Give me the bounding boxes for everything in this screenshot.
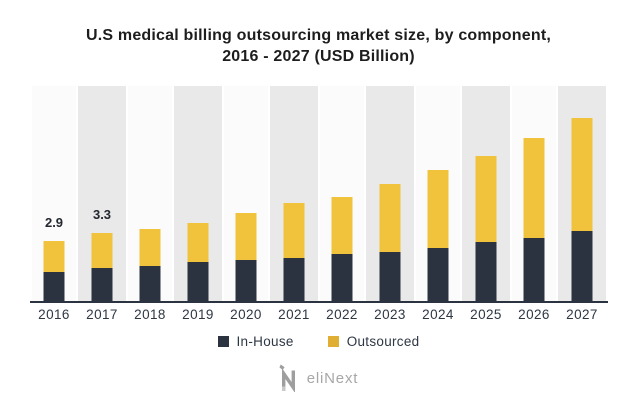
outsourced-segment-2021 [283, 203, 305, 258]
in-house-segment-2022 [331, 254, 353, 301]
x-axis-labels: 2016 2017 2018 2019 2020 2021 2022 2023 2024 2025… [30, 307, 606, 322]
legend-label-outsourced: Outsourced [346, 334, 420, 349]
chart-column-2026 [510, 86, 558, 301]
bar-2023 [379, 184, 401, 301]
outsourced-swatch-icon [327, 336, 339, 347]
chart-title-line2: 2016 - 2027 (USD Billion) [222, 48, 415, 65]
bar-value-label-2016: 2.9 [44, 215, 64, 230]
bar-2018 [139, 229, 161, 301]
outsourced-segment-2023 [379, 184, 401, 252]
x-axis-line [30, 301, 608, 303]
in-house-segment-2027 [571, 231, 593, 301]
outsourced-segment-2018 [139, 229, 161, 266]
in-house-segment-2024 [427, 248, 449, 301]
chart-column-2022 [318, 86, 366, 301]
x-axis-label-2027: 2027 [566, 307, 598, 322]
in-house-segment-2026 [523, 238, 545, 301]
chart-title-line1: U.S medical billing outsourcing market s… [85, 27, 551, 44]
plot-area: 2.9 3.3 [30, 86, 606, 301]
legend-item-in-house: In-House [217, 334, 294, 349]
chart-column-2018 [126, 86, 174, 301]
in-house-segment-2018 [139, 266, 161, 301]
in-house-segment-2020 [235, 260, 257, 301]
chart-column-2024 [414, 86, 462, 301]
outsourced-segment-2016 [43, 241, 65, 272]
x-axis-label-2016: 2016 [38, 307, 70, 322]
legend: In-House Outsourced [0, 334, 637, 349]
x-axis-label-2025: 2025 [470, 307, 502, 322]
in-house-segment-2017 [91, 268, 113, 301]
outsourced-segment-2026 [523, 138, 545, 238]
chart-title: U.S medical billing outsourcing market s… [0, 25, 637, 67]
bar-2022 [331, 197, 353, 301]
bar-2017 [91, 233, 113, 301]
outsourced-segment-2025 [475, 156, 497, 242]
footer-logo: eliNext [0, 362, 637, 394]
outsourced-segment-2022 [331, 197, 353, 254]
x-axis-label-2017: 2017 [86, 307, 118, 322]
elinext-n-icon [279, 364, 295, 392]
x-axis-label-2022: 2022 [326, 307, 358, 322]
chart-column-2021 [270, 86, 318, 301]
outsourced-segment-2027 [571, 118, 593, 231]
legend-item-outsourced: Outsourced [327, 334, 420, 349]
chart-column-2016: 2.9 [30, 86, 78, 301]
x-axis-label-2024: 2024 [422, 307, 454, 322]
logo-text: eliNext [306, 369, 359, 387]
in-house-segment-2019 [187, 262, 209, 301]
bar-2027 [571, 118, 593, 301]
x-axis-label-2023: 2023 [374, 307, 406, 322]
bar-2024 [427, 170, 449, 301]
in-house-segment-2021 [283, 258, 305, 301]
in-house-segment-2025 [475, 242, 497, 301]
chart-column-2023 [366, 86, 414, 301]
x-axis-label-2019: 2019 [182, 307, 214, 322]
in-house-segment-2016 [43, 272, 65, 301]
bar-value-label-2017: 3.3 [92, 207, 112, 222]
bar-2021 [283, 203, 305, 301]
chart-column-2027 [558, 86, 606, 301]
bar-2026 [523, 138, 545, 301]
bar-2020 [235, 213, 257, 301]
x-axis-label-2020: 2020 [230, 307, 262, 322]
legend-label-in-house: In-House [236, 334, 294, 349]
chart-column-2025 [462, 86, 510, 301]
outsourced-segment-2020 [235, 213, 257, 260]
chart-column-2020 [222, 86, 270, 301]
outsourced-segment-2017 [91, 233, 113, 268]
chart-column-2017: 3.3 [78, 86, 126, 301]
x-axis-label-2026: 2026 [518, 307, 550, 322]
outsourced-segment-2019 [187, 223, 209, 262]
in-house-swatch-icon [217, 336, 229, 347]
outsourced-segment-2024 [427, 170, 449, 248]
in-house-segment-2023 [379, 252, 401, 301]
bar-2019 [187, 223, 209, 301]
bar-2016 [43, 241, 65, 301]
x-axis-label-2021: 2021 [278, 307, 310, 322]
x-axis-label-2018: 2018 [134, 307, 166, 322]
bar-2025 [475, 156, 497, 301]
chart-column-2019 [174, 86, 222, 301]
